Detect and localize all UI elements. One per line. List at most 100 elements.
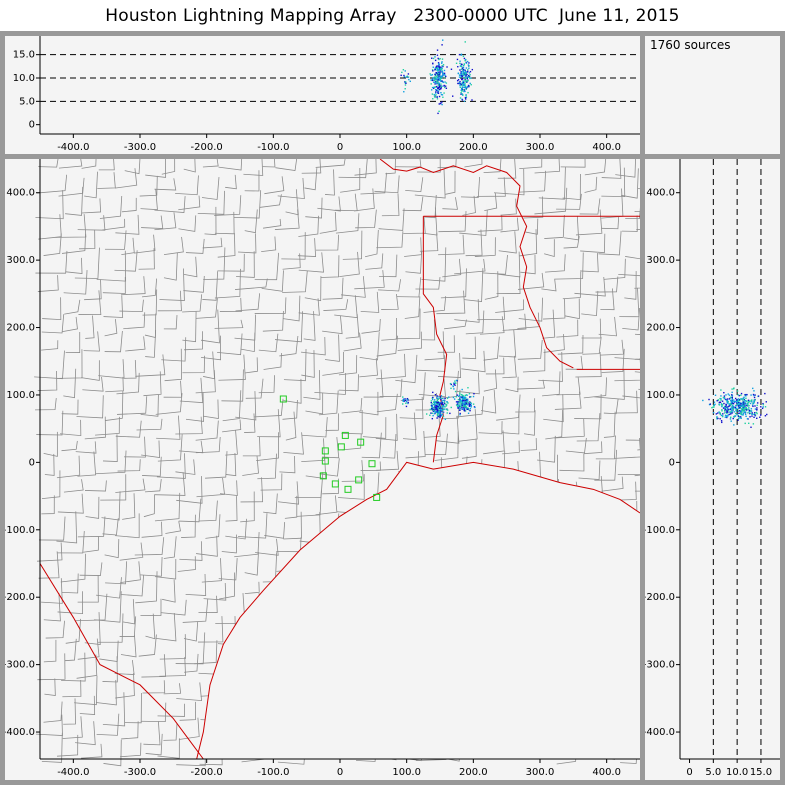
county-boundary xyxy=(298,252,324,273)
lightning-source xyxy=(468,405,471,407)
lightning-source xyxy=(436,403,439,405)
county-boundary xyxy=(219,297,242,312)
lightning-source xyxy=(724,405,726,408)
county-boundary xyxy=(35,190,64,220)
lightning-source xyxy=(753,399,755,401)
lightning-source xyxy=(736,413,738,416)
lightning-source xyxy=(464,72,467,75)
county-boundary xyxy=(464,268,484,303)
county-boundary xyxy=(361,318,381,334)
lightning-source xyxy=(439,413,441,416)
lightning-source xyxy=(437,92,440,94)
county-boundary xyxy=(114,513,140,539)
lightning-source xyxy=(753,413,755,416)
lightning-source xyxy=(441,400,443,402)
county-boundary xyxy=(235,293,261,312)
county-boundary xyxy=(234,532,260,558)
lightning-source xyxy=(433,87,435,90)
county-boundary xyxy=(100,474,127,501)
county-boundary xyxy=(198,595,218,613)
county-boundary xyxy=(354,270,385,290)
county-boundary xyxy=(434,431,459,461)
lightning-source xyxy=(734,415,737,417)
county-boundary xyxy=(124,360,137,379)
lightning-source xyxy=(459,60,461,62)
lightning-source xyxy=(469,409,471,412)
county-boundary xyxy=(534,187,568,215)
lightning-source xyxy=(457,72,460,74)
lightning-source xyxy=(407,402,409,405)
lightning-source xyxy=(702,399,704,402)
county-boundary xyxy=(134,537,165,556)
county-boundary xyxy=(57,734,79,757)
county-boundary xyxy=(625,256,640,260)
lma-station-marker xyxy=(344,485,352,493)
lightning-source xyxy=(429,414,431,416)
county-boundary xyxy=(41,340,59,351)
county-boundary xyxy=(64,299,81,315)
lma-station-marker xyxy=(321,447,329,455)
lightning-source xyxy=(432,410,435,413)
lightning-source xyxy=(436,98,439,100)
county-boundary xyxy=(301,417,328,438)
lightning-source xyxy=(727,408,729,410)
county-boundary xyxy=(105,376,124,393)
county-boundary xyxy=(578,460,601,480)
lightning-source xyxy=(463,402,465,405)
lightning-source xyxy=(440,395,443,397)
lightning-source xyxy=(741,399,744,401)
lightning-source xyxy=(437,67,439,69)
county-boundary xyxy=(444,319,467,330)
lightning-source xyxy=(743,398,746,401)
lightning-source xyxy=(747,403,749,405)
lightning-source xyxy=(461,82,464,84)
county-boundary xyxy=(161,337,187,362)
county-boundary xyxy=(559,453,585,472)
county-boundary xyxy=(584,159,607,176)
lightning-source xyxy=(441,103,443,106)
lightning-source xyxy=(436,73,438,75)
lightning-source xyxy=(728,404,730,406)
lightning-source xyxy=(429,408,431,411)
county-boundary xyxy=(259,194,282,208)
lightning-source xyxy=(449,382,452,385)
lightning-source xyxy=(434,81,436,84)
lightning-source xyxy=(462,89,464,91)
county-boundary xyxy=(178,498,202,523)
map-x-tick-label: 0 xyxy=(337,767,343,778)
county-boundary xyxy=(359,358,378,378)
county-boundary xyxy=(523,410,536,436)
county-boundary xyxy=(283,295,301,322)
lightning-source xyxy=(744,422,746,425)
county-boundary xyxy=(376,231,404,249)
county-boundary xyxy=(37,275,59,292)
lightning-source xyxy=(437,89,439,92)
lightning-source xyxy=(438,58,440,61)
lightning-source xyxy=(719,413,722,415)
lightning-source xyxy=(735,399,738,401)
lightning-source xyxy=(469,401,471,403)
lightning-source xyxy=(756,407,758,409)
lightning-source xyxy=(437,112,439,115)
lightning-source xyxy=(730,416,732,419)
lightning-source xyxy=(438,110,440,113)
lightning-source xyxy=(444,397,446,400)
lightning-source xyxy=(431,79,434,82)
lightning-source xyxy=(457,398,460,401)
county-boundary xyxy=(183,256,198,278)
county-boundary xyxy=(601,348,625,373)
lightning-source xyxy=(461,67,464,69)
lightning-source xyxy=(722,396,725,399)
lightning-source xyxy=(750,394,752,396)
county-boundary xyxy=(261,236,277,253)
lightning-source xyxy=(452,385,454,387)
lightning-source xyxy=(720,420,723,422)
county-boundary xyxy=(378,208,405,231)
lightning-source xyxy=(460,404,463,407)
county-boundary xyxy=(584,176,598,193)
county-boundary xyxy=(161,159,176,175)
state-border-texas-louisiana xyxy=(422,216,448,463)
lightning-source xyxy=(721,415,724,417)
lightning-source xyxy=(467,76,469,78)
lightning-source xyxy=(434,76,437,79)
